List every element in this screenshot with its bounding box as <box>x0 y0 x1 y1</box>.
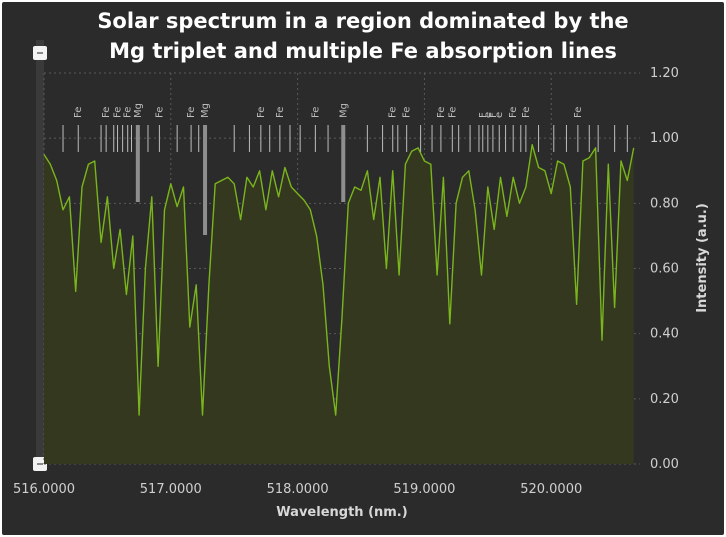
line-marker-label: e <box>494 112 505 118</box>
line-marker-label: Fe <box>508 107 519 118</box>
line-marker-label: Mg <box>200 103 211 118</box>
y-tick-label: 1.20 <box>650 66 679 81</box>
y-tick-label: 0.80 <box>650 196 679 211</box>
line-marker-label: Mg <box>133 103 144 118</box>
mg-line-marker <box>135 125 140 202</box>
line-marker-label: F <box>478 112 489 118</box>
chart-title-line-1: Solar spectrum in a region dominated by … <box>97 9 629 33</box>
range-handle-bottom[interactable] <box>33 457 47 471</box>
line-marker-label: Mg <box>338 103 349 118</box>
y-tick-label: 0.20 <box>650 392 679 407</box>
chart-title-line-2: Mg triplet and multiple Fe absorption li… <box>109 39 617 63</box>
line-marker-label: Fe <box>447 107 458 118</box>
y-tick-label: 1.00 <box>650 131 679 146</box>
line-marker-label: Fe <box>573 107 584 118</box>
line-marker-label: Fe <box>186 107 197 118</box>
x-tick-label: 518.0000 <box>267 482 329 497</box>
range-handle-top[interactable] <box>33 46 47 60</box>
x-axis-label: Wavelength (nm.) <box>276 505 407 520</box>
chart-title: Solar spectrum in a region dominated by … <box>0 6 726 66</box>
line-marker-label: e <box>483 112 494 118</box>
line-marker-label: Fe <box>113 107 124 118</box>
spectrum-line <box>43 144 635 416</box>
x-tick-label: 516.0000 <box>13 482 75 497</box>
line-marker-label: F <box>488 112 499 118</box>
y-tick-label: 0.60 <box>650 262 679 277</box>
line-marker-label: Fe <box>256 107 267 118</box>
line-marker-label: Fe <box>436 107 447 118</box>
line-marker-label: Fe <box>101 107 112 118</box>
line-marker-label: Fe <box>521 107 532 118</box>
y-tick-label: 0.00 <box>650 457 679 472</box>
line-marker-label: Fe <box>402 107 413 118</box>
x-tick-label: 517.0000 <box>140 482 202 497</box>
spectrum-area-fill <box>44 144 634 464</box>
x-tick-label: 519.0000 <box>393 482 455 497</box>
y-axis-label: Intensity (a.u.) <box>695 203 710 313</box>
mg-line-marker <box>203 125 208 235</box>
line-marker-label: Fe <box>275 107 286 118</box>
line-marker-label: Fe <box>73 107 84 118</box>
mg-line-marker <box>341 125 346 202</box>
line-marker-label: Fe <box>154 107 165 118</box>
line-marker-label: Fe <box>310 107 321 118</box>
y-tick-label: 0.40 <box>650 327 679 342</box>
line-marker-label: Fe <box>123 107 134 118</box>
x-tick-labels: 516.0000 517.0000 518.0000 519.0000 520.0000 <box>13 482 582 497</box>
range-scrollbar-track[interactable] <box>36 40 44 470</box>
y-tick-labels: 0.00 0.20 0.40 0.60 0.80 1.00 1.20 <box>650 66 679 472</box>
x-tick-label: 520.0000 <box>520 482 582 497</box>
line-marker-label: Fe <box>388 107 399 118</box>
